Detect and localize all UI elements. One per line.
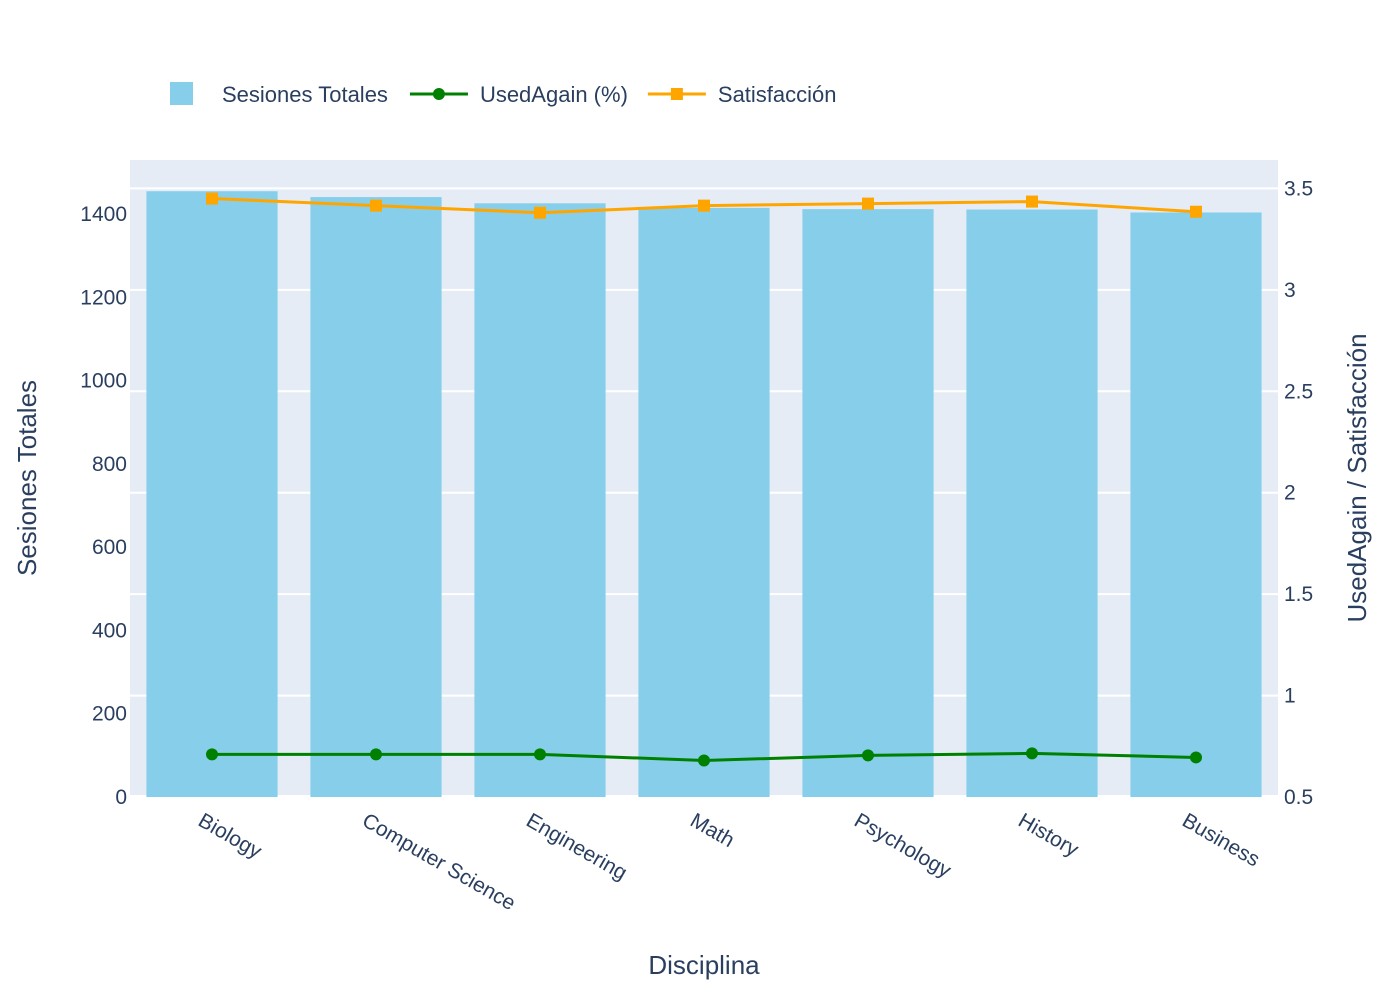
point[interactable] <box>370 199 382 212</box>
point[interactable] <box>862 749 874 762</box>
legend-item[interactable]: Satisfacción <box>647 82 837 107</box>
legend-marker <box>432 88 445 100</box>
right-tick-label: 1 <box>1284 685 1296 708</box>
right-tick-label: 2.5 <box>1284 380 1313 403</box>
right-axis-title: UsedAgain / Satisfacción <box>1342 333 1372 622</box>
point[interactable] <box>1190 751 1202 764</box>
right-tick-label: 1.5 <box>1284 583 1313 606</box>
x-tick-label: Business <box>1178 809 1263 872</box>
left-tick-label: 600 <box>92 536 127 559</box>
legend-label: Satisfacción <box>718 82 837 107</box>
bar-psychology[interactable] <box>802 209 934 797</box>
legend-label: UsedAgain (%) <box>480 82 628 107</box>
point[interactable] <box>370 748 382 761</box>
bar-business[interactable] <box>1130 212 1262 798</box>
right-tick-label: 3.5 <box>1284 177 1313 200</box>
right-tick-label: 2 <box>1284 482 1296 505</box>
legend-marker <box>670 88 683 100</box>
point[interactable] <box>862 197 874 210</box>
bar-series <box>146 191 1262 798</box>
left-tick-label: 200 <box>92 703 127 726</box>
point[interactable] <box>1026 195 1038 208</box>
right-axis-ticks: 0.5 1 1.5 2 2.5 3 3.5 <box>1284 177 1313 809</box>
x-tick-label: Engineering <box>522 809 631 885</box>
left-axis-title: Sesiones Totales <box>12 380 42 576</box>
legend-item[interactable]: Sesiones Totales <box>170 82 388 107</box>
bar-engineering[interactable] <box>474 203 606 798</box>
left-axis-ticks: 0 200 400 600 800 1000 1200 1400 <box>80 203 127 809</box>
point[interactable] <box>1026 747 1038 760</box>
bar-history[interactable] <box>966 209 1098 798</box>
point[interactable] <box>534 206 546 219</box>
x-axis-ticks: Biology Computer Science Engineering Math Ps… <box>194 809 1263 915</box>
point[interactable] <box>698 199 710 212</box>
x-tick-label: Psychology <box>850 809 955 883</box>
left-tick-label: 400 <box>92 619 127 642</box>
x-tick-label: Math <box>686 809 738 852</box>
x-tick-label: History <box>1014 809 1083 862</box>
x-tick-label: Biology <box>194 809 266 864</box>
bar-math[interactable] <box>638 207 770 797</box>
left-tick-label: 1200 <box>80 286 127 309</box>
left-tick-label: 0 <box>115 786 127 809</box>
right-tick-label: 0.5 <box>1284 786 1313 809</box>
point[interactable] <box>1190 205 1202 218</box>
point[interactable] <box>534 748 546 761</box>
x-axis-title: Disciplina <box>648 950 760 980</box>
legend-label: Sesiones Totales <box>222 82 388 107</box>
x-tick-label: Computer Science <box>358 809 519 915</box>
right-tick-label: 3 <box>1284 279 1296 302</box>
left-tick-label: 800 <box>92 453 127 476</box>
point[interactable] <box>698 754 710 767</box>
line-series <box>206 192 1202 767</box>
point[interactable] <box>206 192 218 205</box>
bar-computer-science[interactable] <box>310 197 442 797</box>
legend[interactable]: Sesiones Totales UsedAgain (%) Satisfacció… <box>170 82 837 107</box>
point[interactable] <box>206 748 218 761</box>
legend-swatch <box>170 82 193 105</box>
left-tick-label: 1400 <box>80 203 127 226</box>
left-tick-label: 1000 <box>80 370 127 393</box>
bar-biology[interactable] <box>146 191 278 798</box>
legend-item[interactable]: UsedAgain (%) <box>409 82 628 107</box>
